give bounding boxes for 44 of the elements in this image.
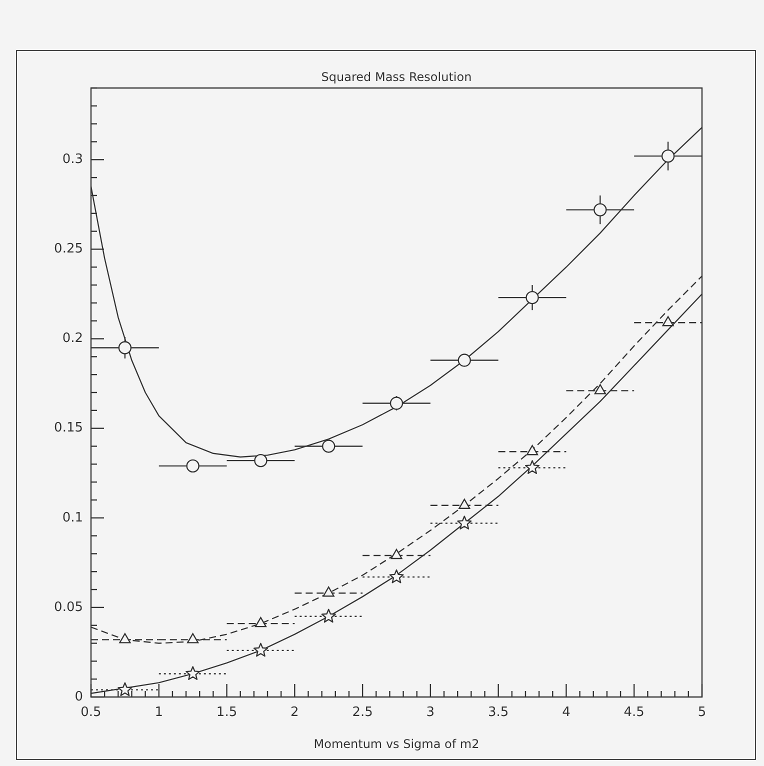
point	[254, 616, 267, 628]
point	[458, 354, 471, 367]
point	[526, 290, 539, 304]
x-tick-label: 2	[290, 705, 299, 720]
point	[187, 633, 199, 644]
point	[390, 396, 404, 410]
point	[118, 682, 132, 696]
point	[525, 460, 540, 474]
y-tick-label: 0.25	[54, 242, 83, 257]
point	[322, 586, 334, 597]
x-axis-title: Momentum vs Sigma of m2	[314, 737, 480, 752]
point	[526, 445, 538, 456]
point	[594, 203, 607, 216]
x-tick-label: 4.5	[624, 705, 644, 720]
x-tick-label: 5	[698, 705, 706, 720]
x-tick-label: 4	[562, 705, 570, 720]
point	[186, 666, 200, 680]
x-tick-label: 3.5	[488, 705, 509, 720]
point	[662, 316, 674, 326]
x-tick-label: 0.5	[80, 705, 102, 720]
point	[322, 440, 336, 453]
point	[119, 633, 131, 644]
x-tick-label: 2.5	[352, 705, 373, 720]
point	[457, 516, 472, 530]
point	[390, 548, 402, 560]
point	[118, 341, 132, 354]
point	[253, 642, 268, 657]
y-tick-label: 0.3	[62, 152, 83, 168]
x-tick-label: 3	[426, 705, 435, 720]
point	[594, 384, 606, 394]
y-tick-label: 0.2	[62, 331, 83, 346]
y-tick-label: 0.15	[54, 420, 83, 436]
point	[254, 454, 268, 468]
chart-title: Squared Mass Resolution	[321, 70, 472, 84]
x-tick-label: 1.5	[216, 705, 238, 720]
x-tick-label: 1	[154, 705, 164, 720]
point	[321, 608, 336, 623]
point	[458, 498, 470, 509]
point	[186, 459, 200, 473]
point	[661, 149, 675, 163]
y-tick-label: 0	[74, 689, 83, 704]
point	[389, 569, 404, 584]
y-tick-label: 0.05	[54, 600, 83, 615]
y-tick-label: 0.1	[62, 510, 83, 526]
